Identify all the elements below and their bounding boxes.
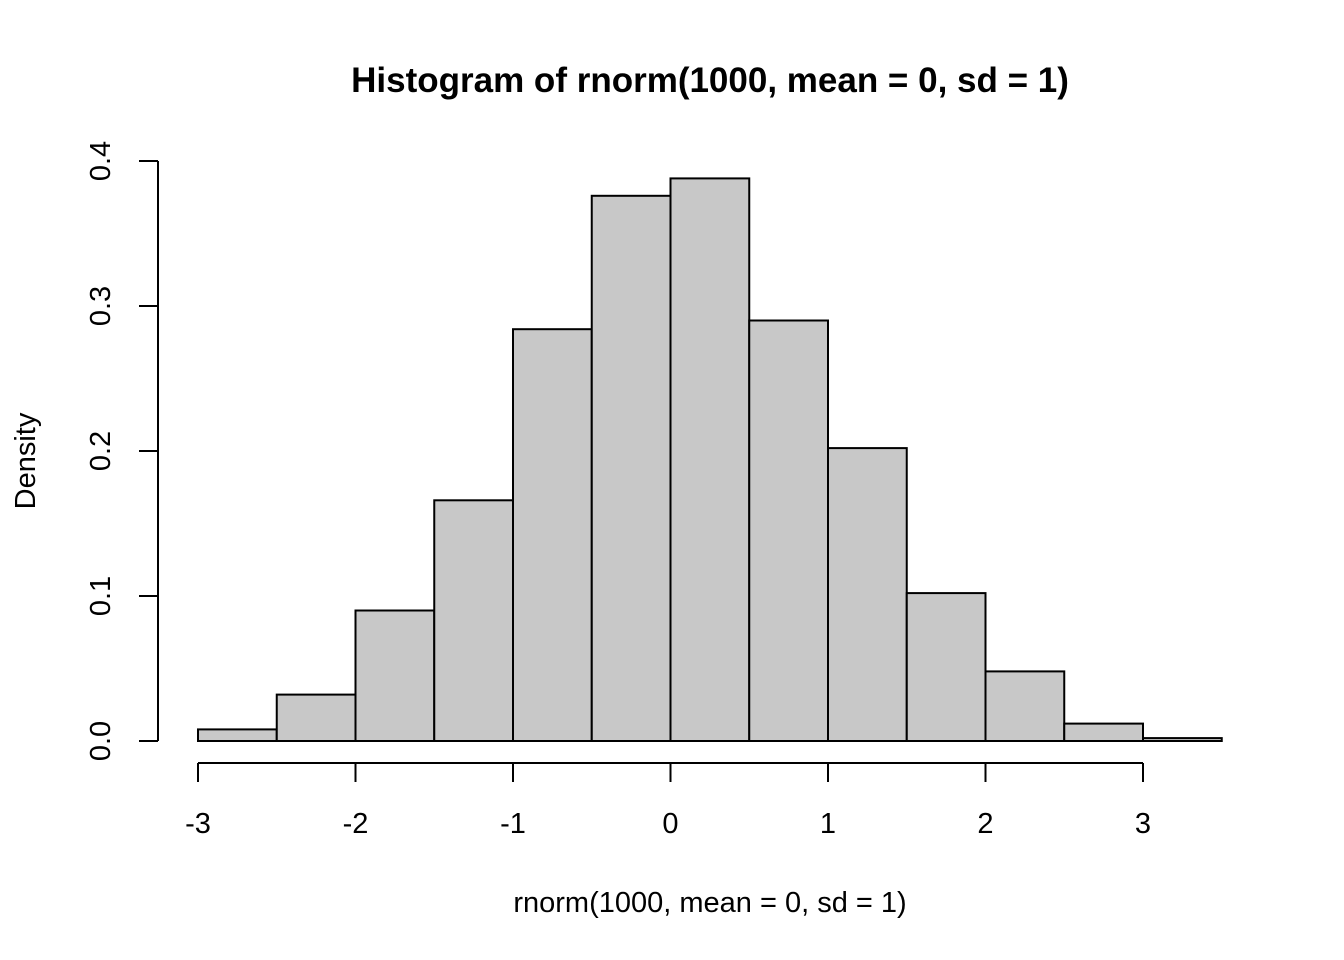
x-axis-label: rnorm(1000, mean = 0, sd = 1) [513,887,906,919]
histogram-bar-12 [1142,737,1223,742]
x-tick-label: 1 [820,808,836,840]
histogram-bar-2 [354,609,436,742]
x-tick-label: -1 [500,808,526,840]
x-tick-label: -3 [185,808,211,840]
bars-group [197,177,1223,743]
x-axis: -3 -2 -1 0 1 2 3 [185,762,1151,840]
histogram-bar-5 [590,194,672,743]
histogram-bar-1 [275,693,357,742]
histogram-bar-0 [197,728,278,743]
y-tick-label: 0.1 [85,576,117,616]
y-tick-label: 0.3 [85,286,117,326]
x-tick-label: 0 [662,808,678,840]
histogram-bar-4 [512,328,593,742]
histogram-bar-8 [827,447,908,742]
chart-title: Histogram of rnorm(1000, mean = 0, sd = … [351,61,1069,100]
x-tick-label: -2 [343,808,369,840]
histogram-bar-6 [669,177,751,742]
y-tick-label: 0.2 [85,431,117,471]
y-axis-label: Density [10,412,42,509]
histogram-bar-11 [1063,722,1144,742]
y-axis: 0.0 0.1 0.2 0.3 0.4 [85,141,159,761]
x-tick-label: 2 [977,808,993,840]
histogram-bar-7 [748,319,829,742]
histogram-bar-3 [433,499,514,742]
y-tick-label: 0.4 [85,141,117,181]
x-tick-label: 3 [1135,808,1151,840]
y-tick-label: 0.0 [85,721,117,761]
histogram-bar-10 [984,670,1066,743]
histogram-bar-9 [905,592,987,742]
